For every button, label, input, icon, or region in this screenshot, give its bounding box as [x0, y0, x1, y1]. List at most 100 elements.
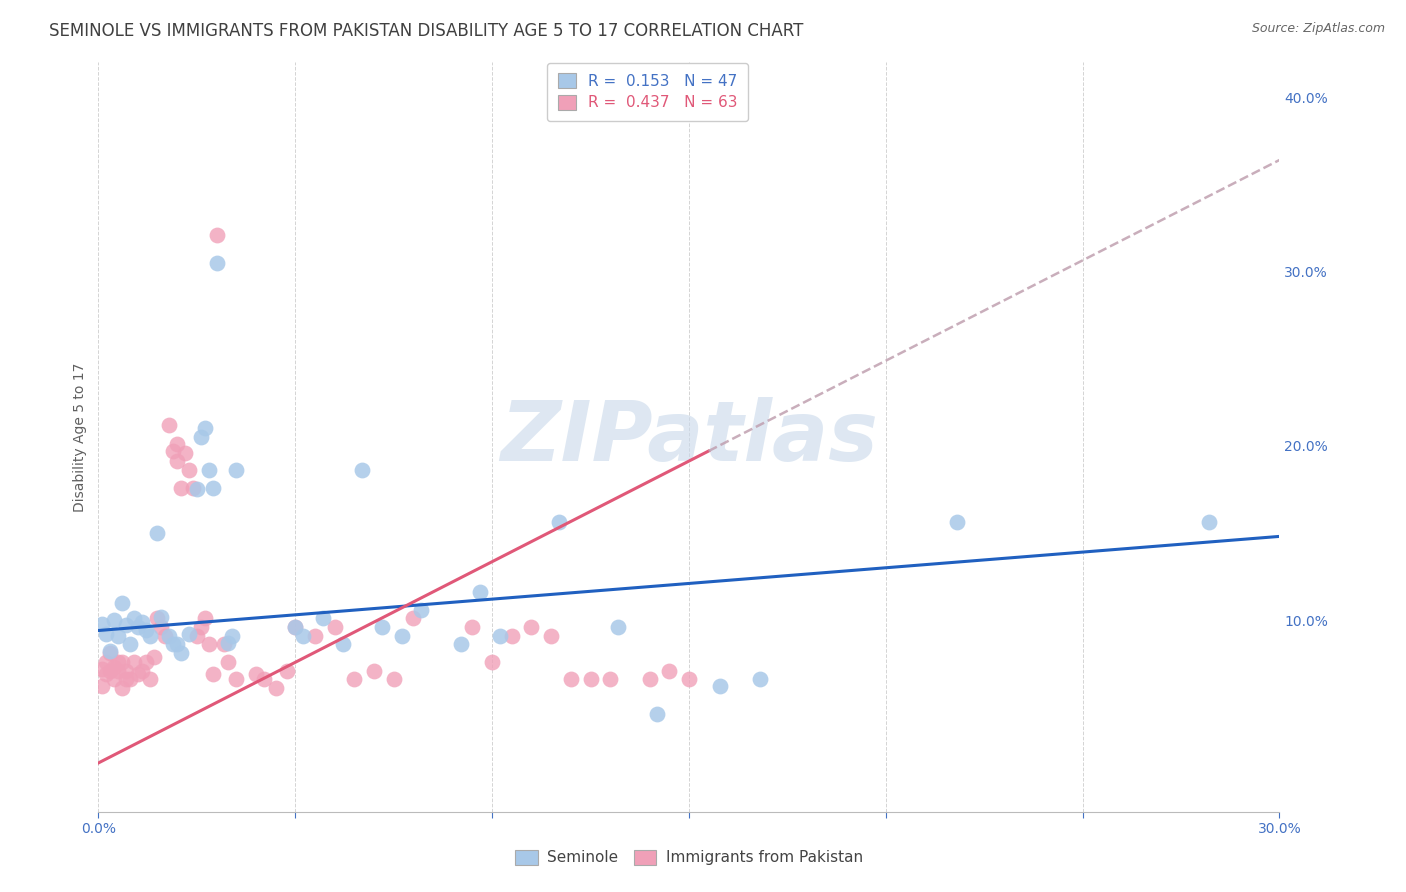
Point [190, 620, 212, 634]
Text: Source: ZipAtlas.com: Source: ZipAtlas.com [1251, 22, 1385, 36]
Point [520, 620, 543, 634]
Point [166, 437, 188, 451]
Point [127, 620, 149, 634]
Point [217, 655, 239, 669]
Point [276, 664, 298, 678]
Point [945, 516, 967, 530]
Point [343, 673, 366, 687]
Point [225, 463, 247, 477]
Point [221, 629, 243, 643]
Point [489, 629, 512, 643]
Point [115, 618, 138, 632]
Point [284, 620, 307, 634]
Point [382, 673, 405, 687]
Point [166, 454, 188, 468]
Point [450, 637, 472, 651]
Point [548, 516, 571, 530]
Point [225, 673, 247, 687]
Point [647, 707, 669, 722]
Point [312, 611, 335, 625]
Point [470, 585, 492, 599]
Point [501, 629, 523, 643]
Point [98, 644, 121, 658]
Point [205, 256, 228, 270]
Point [292, 629, 315, 643]
Point [411, 602, 433, 616]
Point [170, 646, 193, 660]
Point [146, 525, 169, 540]
Point [658, 664, 681, 678]
Point [181, 481, 204, 495]
Point [323, 620, 346, 634]
Point [162, 637, 184, 651]
Point [111, 681, 134, 695]
Point [201, 667, 224, 681]
Text: ZIPatlas: ZIPatlas [501, 397, 877, 477]
Point [481, 655, 503, 669]
Point [177, 463, 200, 477]
Point [162, 444, 184, 458]
Point [540, 629, 562, 643]
Point [111, 596, 134, 610]
Point [103, 613, 125, 627]
Point [96, 627, 118, 641]
Point [194, 611, 217, 625]
Point [253, 673, 276, 687]
Point [138, 629, 160, 643]
Point [1198, 516, 1220, 530]
Point [91, 662, 114, 676]
Point [155, 629, 177, 643]
Point [150, 609, 173, 624]
Point [118, 637, 141, 651]
Point [103, 660, 125, 674]
Legend: Seminole, Immigrants from Pakistan: Seminole, Immigrants from Pakistan [509, 844, 869, 871]
Point [118, 673, 141, 687]
Point [131, 664, 153, 678]
Point [142, 649, 165, 664]
Point [352, 463, 374, 477]
Point [98, 646, 121, 660]
Point [166, 637, 188, 651]
Point [115, 673, 138, 687]
Point [748, 673, 770, 687]
Point [103, 673, 125, 687]
Point [111, 655, 134, 669]
Point [709, 679, 731, 693]
Point [205, 227, 228, 242]
Point [284, 620, 307, 634]
Y-axis label: Disability Age 5 to 17: Disability Age 5 to 17 [73, 362, 87, 512]
Point [96, 655, 118, 669]
Point [638, 673, 661, 687]
Point [174, 446, 197, 460]
Point [197, 463, 219, 477]
Point [107, 629, 129, 643]
Point [264, 681, 287, 695]
Point [304, 629, 326, 643]
Point [371, 620, 394, 634]
Point [190, 430, 212, 444]
Point [217, 636, 239, 650]
Point [115, 664, 138, 678]
Point [177, 627, 200, 641]
Point [91, 616, 114, 631]
Point [146, 611, 169, 625]
Point [201, 481, 224, 495]
Point [138, 673, 160, 687]
Point [678, 673, 700, 687]
Point [170, 481, 193, 495]
Point [194, 421, 217, 435]
Point [599, 673, 621, 687]
Point [332, 637, 354, 651]
Point [402, 611, 425, 625]
Point [107, 664, 129, 678]
Point [579, 673, 602, 687]
Point [107, 655, 129, 669]
Point [560, 673, 582, 687]
Point [214, 637, 236, 651]
Point [127, 667, 149, 681]
Point [150, 620, 173, 634]
Point [363, 664, 385, 678]
Point [157, 417, 180, 432]
Point [607, 620, 630, 634]
Point [131, 615, 153, 629]
